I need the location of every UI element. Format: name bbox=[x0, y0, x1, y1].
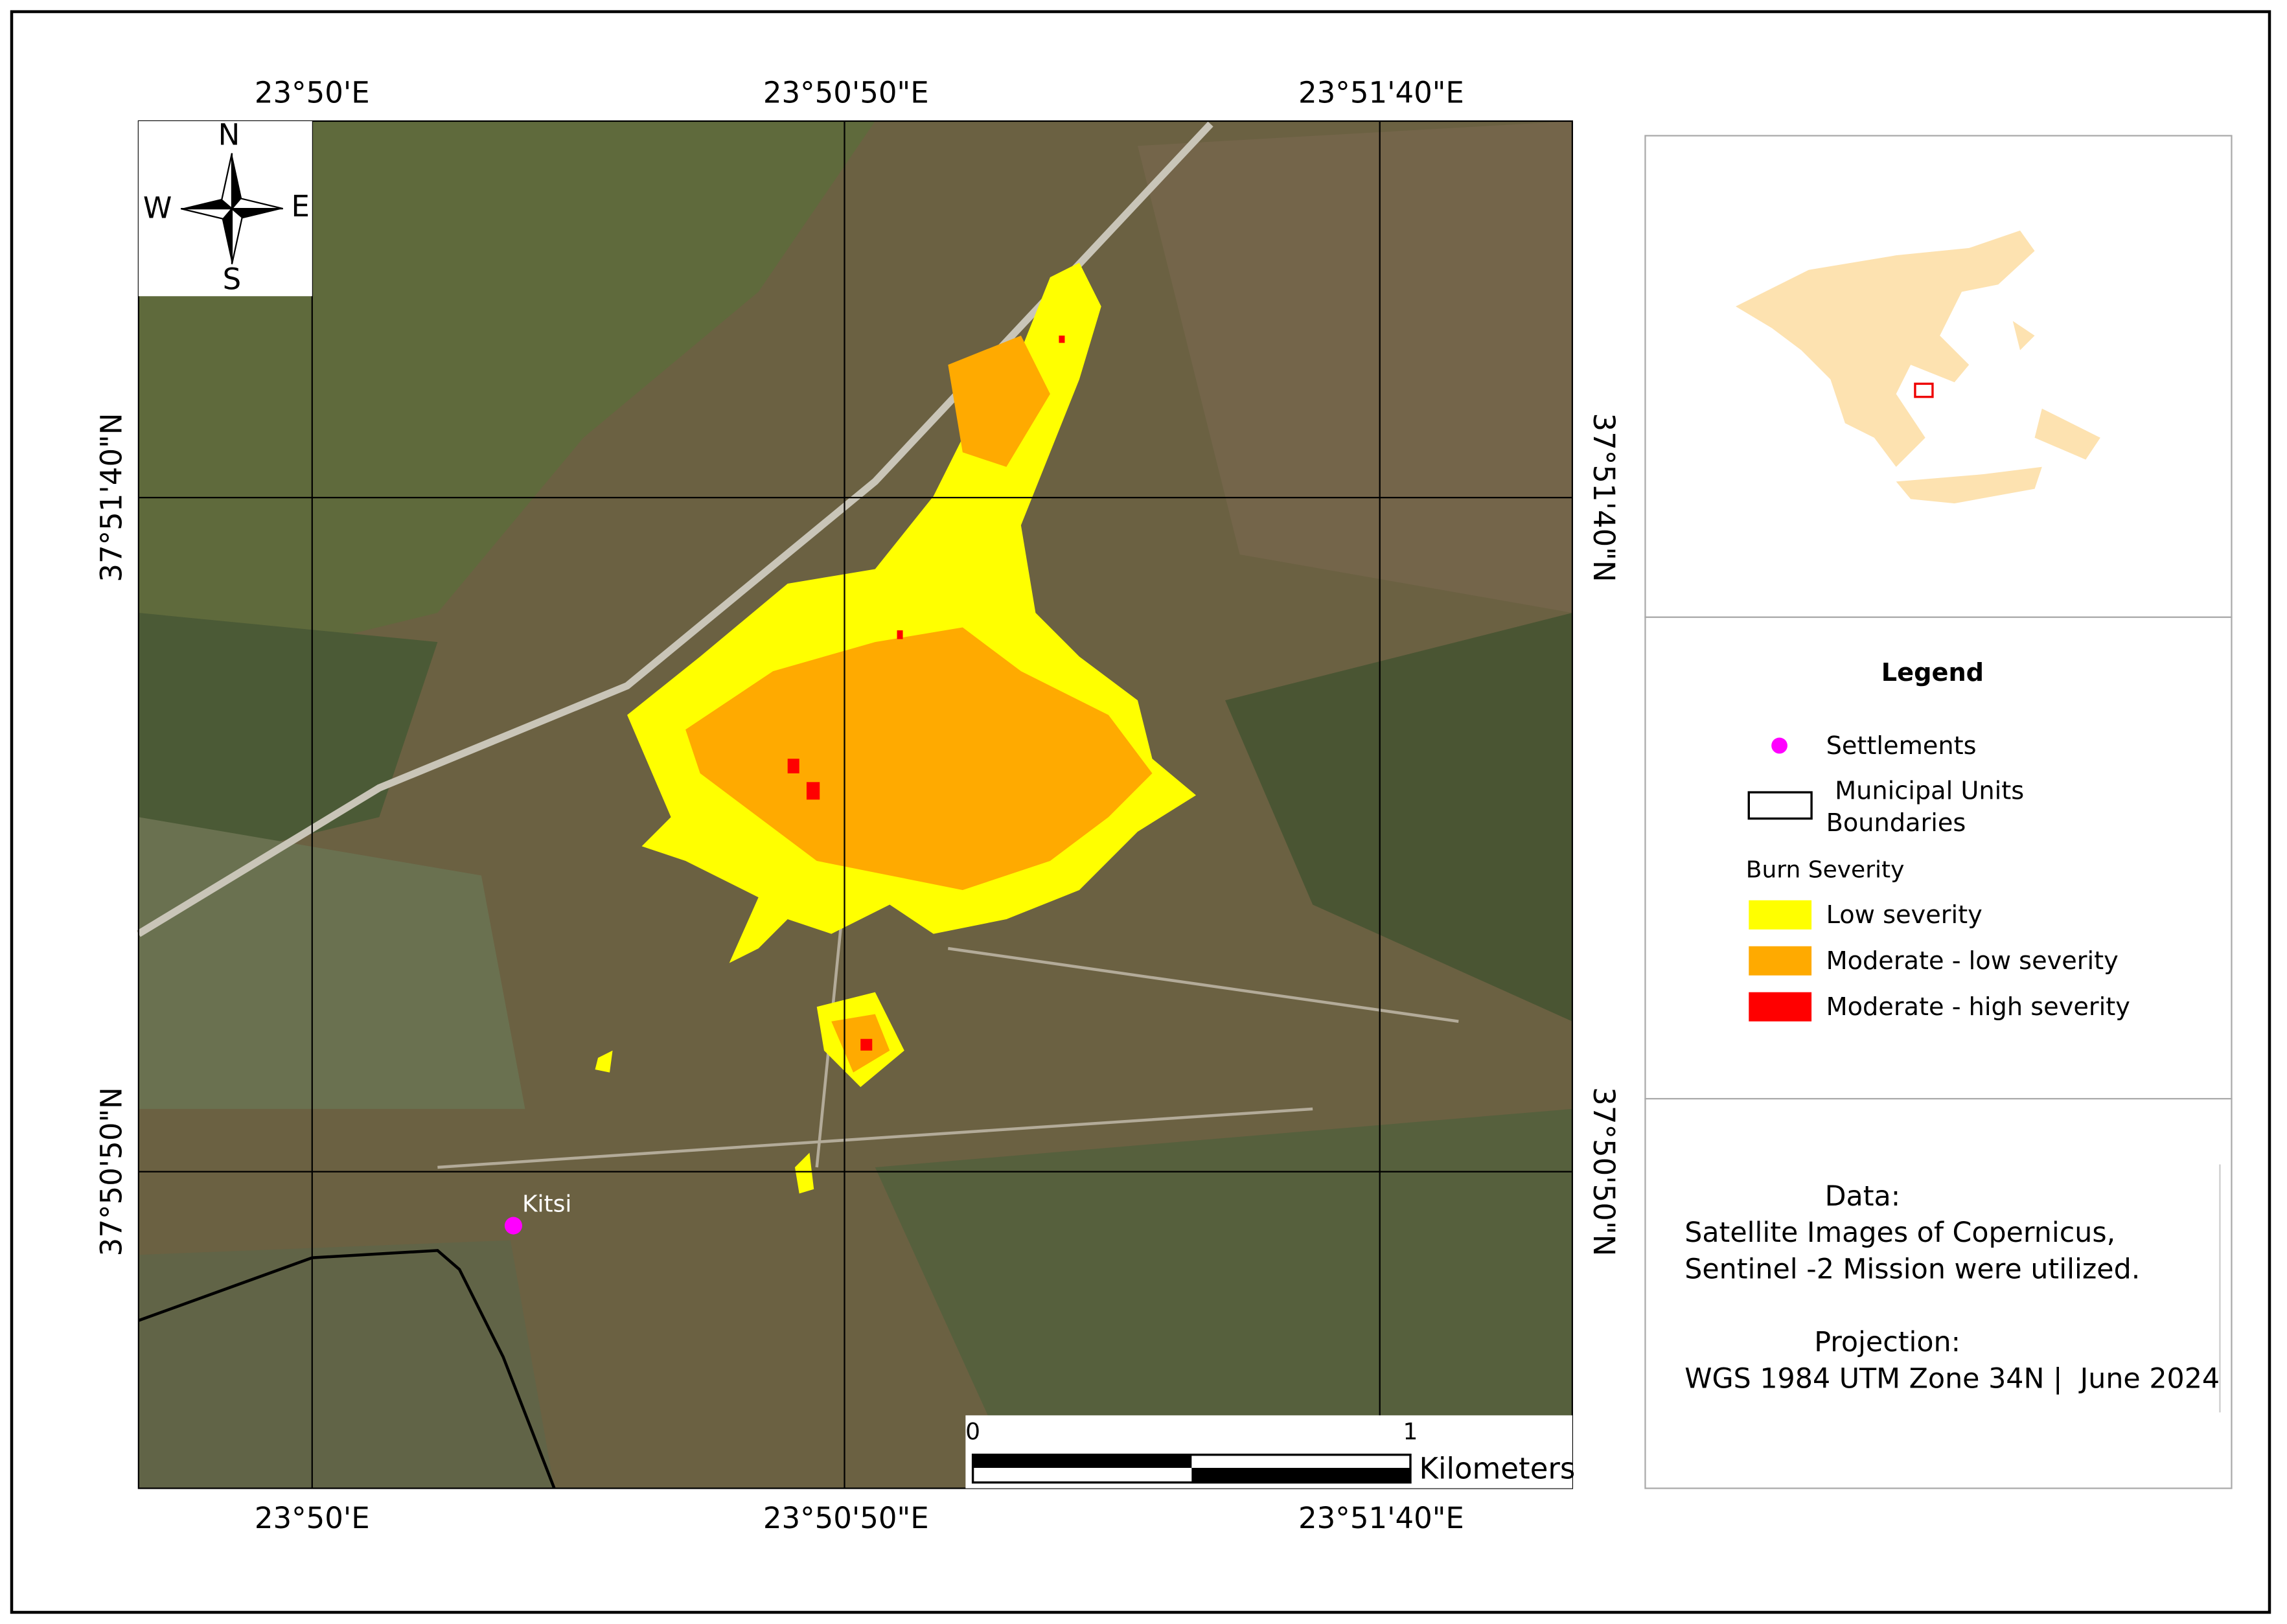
graticule bbox=[138, 120, 1572, 1489]
legend-swatch bbox=[1749, 992, 1812, 1022]
lat-label: 37°51'40"N bbox=[95, 413, 129, 582]
burn-area bbox=[595, 262, 1197, 1194]
legend-label: Low severity bbox=[1826, 900, 1982, 930]
lat-label: 37°50'50"N bbox=[95, 1087, 129, 1256]
info-text: WGS 1984 UTM Zone 34N | June 2024 bbox=[1684, 1362, 2220, 1395]
graticule-labels: 23°50'E 23°50'50"E 23°51'40"E 23°50'E 23… bbox=[95, 75, 1621, 1535]
map-frame bbox=[137, 120, 1574, 1489]
legend-title: Legend bbox=[1881, 658, 1984, 687]
lat-label: 37°50'50"N bbox=[1587, 1087, 1621, 1256]
legend-label: Municipal Units bbox=[1835, 777, 2024, 806]
legend-label: Moderate - high severity bbox=[1826, 992, 2130, 1022]
inset-map bbox=[1644, 135, 2233, 618]
scale-bar: 0 1 Kilometers bbox=[965, 1415, 1575, 1489]
legend-label: Settlements bbox=[1826, 731, 1977, 761]
info-text: Satellite Images of Copernicus, bbox=[1684, 1217, 2115, 1249]
compass: N W E S bbox=[138, 118, 312, 297]
info-text: Data: bbox=[1825, 1180, 1901, 1213]
compass-e: E bbox=[292, 189, 310, 223]
compass-w: W bbox=[143, 190, 172, 225]
legend-label: Boundaries bbox=[1826, 808, 1966, 838]
compass-n: N bbox=[218, 118, 240, 152]
lon-label: 23°51'40"E bbox=[1298, 75, 1464, 109]
lat-label: 37°51'40"N bbox=[1587, 413, 1621, 582]
lon-label: 23°50'50"E bbox=[763, 75, 929, 109]
settlement-label: Kitsi bbox=[522, 1191, 572, 1218]
legend-swatch bbox=[1749, 900, 1812, 930]
lon-label: 23°50'E bbox=[255, 1501, 370, 1535]
legend: Legend Settlements Municipal Units Bound… bbox=[1644, 616, 2233, 1100]
lon-label: 23°50'50"E bbox=[763, 1501, 929, 1535]
info-text: Projection: bbox=[1814, 1326, 1960, 1358]
info-text: Sentinel -2 Mission were utilized. bbox=[1684, 1253, 2140, 1285]
scale-start: 0 bbox=[965, 1419, 980, 1445]
info-panel: Data: Satellite Images of Copernicus, Se… bbox=[1644, 1097, 2233, 1489]
legend-subtitle: Burn Severity bbox=[1746, 857, 1905, 884]
legend-swatch bbox=[1749, 946, 1812, 976]
page-border bbox=[10, 10, 2271, 1614]
settlement-marker bbox=[504, 1217, 522, 1235]
compass-s: S bbox=[223, 262, 242, 297]
lon-label: 23°51'40"E bbox=[1298, 1501, 1464, 1535]
satellite-image bbox=[136, 120, 1572, 1489]
scale-end: 1 bbox=[1403, 1419, 1418, 1445]
legend-label: Moderate - low severity bbox=[1826, 946, 2119, 976]
lon-label: 23°50'E bbox=[255, 75, 370, 109]
municipal-boundary bbox=[138, 1249, 556, 1489]
scale-unit: Kilometers bbox=[1419, 1451, 1575, 1485]
